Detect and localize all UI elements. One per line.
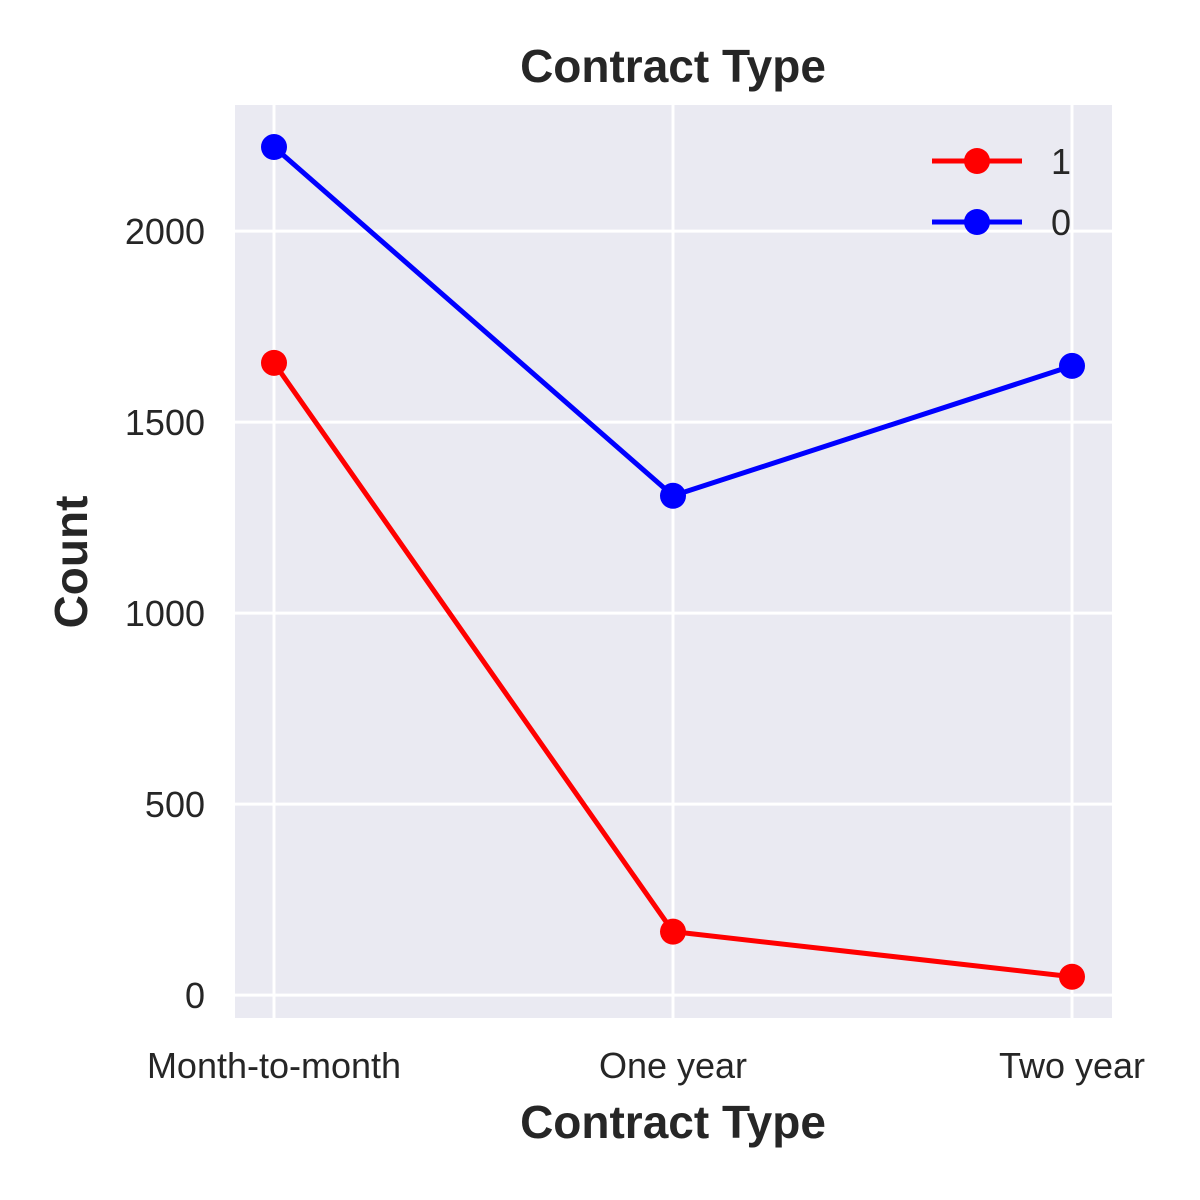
x-tick-label: One year	[599, 1045, 747, 1086]
y-tick-label: 1000	[125, 593, 205, 634]
y-tick-label: 2000	[125, 211, 205, 252]
x-tick-label: Month-to-month	[147, 1045, 401, 1086]
legend-item: 1	[932, 141, 1071, 182]
x-axis-title: Contract Type	[520, 1096, 826, 1148]
legend: 10	[932, 141, 1071, 243]
data-point	[1059, 352, 1085, 379]
data-point	[261, 134, 287, 161]
y-tick-label: 0	[185, 975, 205, 1016]
series-layer	[261, 134, 1085, 990]
chart-title: Contract Type	[520, 40, 826, 92]
grid-lines	[235, 105, 1112, 1018]
y-tick-labels: 0 500 1000 1500 2000	[125, 211, 205, 1016]
data-point	[660, 918, 686, 945]
y-axis-title: Count	[45, 496, 97, 629]
x-tick-labels: Month-to-month One year Two year	[147, 1045, 1145, 1086]
legend-item: 0	[932, 202, 1071, 243]
series-1	[261, 349, 1085, 990]
data-point	[261, 349, 287, 376]
series-0	[261, 134, 1085, 509]
y-tick-label: 500	[145, 784, 205, 825]
y-tick-label: 1500	[125, 402, 205, 443]
legend-marker	[964, 209, 990, 235]
data-point	[1059, 963, 1085, 990]
legend-label: 0	[1051, 202, 1071, 243]
legend-marker	[964, 148, 990, 174]
data-point	[660, 482, 686, 509]
x-tick-label: Two year	[999, 1045, 1145, 1086]
legend-label: 1	[1051, 141, 1071, 182]
